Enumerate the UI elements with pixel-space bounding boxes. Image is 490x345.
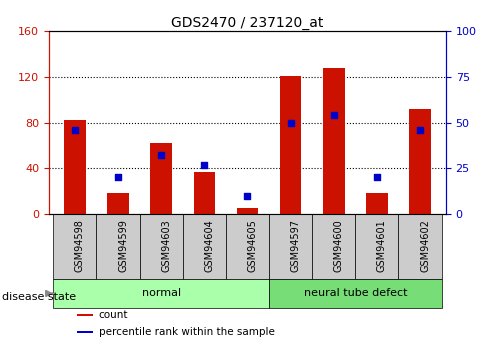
Bar xyxy=(269,279,441,308)
Text: GSM94603: GSM94603 xyxy=(161,219,171,272)
Bar xyxy=(398,214,441,279)
Bar xyxy=(366,194,388,214)
Bar xyxy=(409,109,431,214)
Bar xyxy=(323,68,344,214)
Point xyxy=(373,175,381,180)
Text: normal: normal xyxy=(142,288,181,298)
Text: GSM94597: GSM94597 xyxy=(291,219,300,272)
Title: GDS2470 / 237120_at: GDS2470 / 237120_at xyxy=(172,16,323,30)
Bar xyxy=(53,214,97,279)
Bar xyxy=(237,208,258,214)
Point xyxy=(114,175,122,180)
Point xyxy=(287,120,294,125)
Bar xyxy=(183,214,226,279)
Text: GSM94601: GSM94601 xyxy=(377,219,387,272)
Text: percentile rank within the sample: percentile rank within the sample xyxy=(98,327,274,337)
Text: GSM94602: GSM94602 xyxy=(420,219,430,272)
Text: GSM94598: GSM94598 xyxy=(75,219,85,272)
Text: GSM94600: GSM94600 xyxy=(334,219,343,272)
Bar xyxy=(226,214,269,279)
Bar xyxy=(312,214,355,279)
Bar xyxy=(53,279,269,308)
Text: GSM94604: GSM94604 xyxy=(204,219,214,272)
Bar xyxy=(64,120,86,214)
Point xyxy=(157,153,165,158)
Text: count: count xyxy=(98,310,128,320)
Point xyxy=(416,127,424,132)
Text: disease state: disease state xyxy=(2,293,76,302)
Bar xyxy=(97,214,140,279)
Text: GSM94605: GSM94605 xyxy=(247,219,257,272)
Point xyxy=(330,112,338,118)
Point xyxy=(200,162,208,167)
Text: neural tube defect: neural tube defect xyxy=(303,288,407,298)
Text: GSM94599: GSM94599 xyxy=(118,219,128,272)
Bar xyxy=(269,214,312,279)
Point xyxy=(71,127,79,132)
Bar xyxy=(150,143,172,214)
Bar xyxy=(77,314,93,316)
Bar xyxy=(280,76,301,214)
Bar xyxy=(77,331,93,333)
Bar xyxy=(355,214,398,279)
Point xyxy=(244,193,251,198)
Bar xyxy=(194,172,215,214)
Bar xyxy=(140,214,183,279)
Bar xyxy=(107,194,129,214)
